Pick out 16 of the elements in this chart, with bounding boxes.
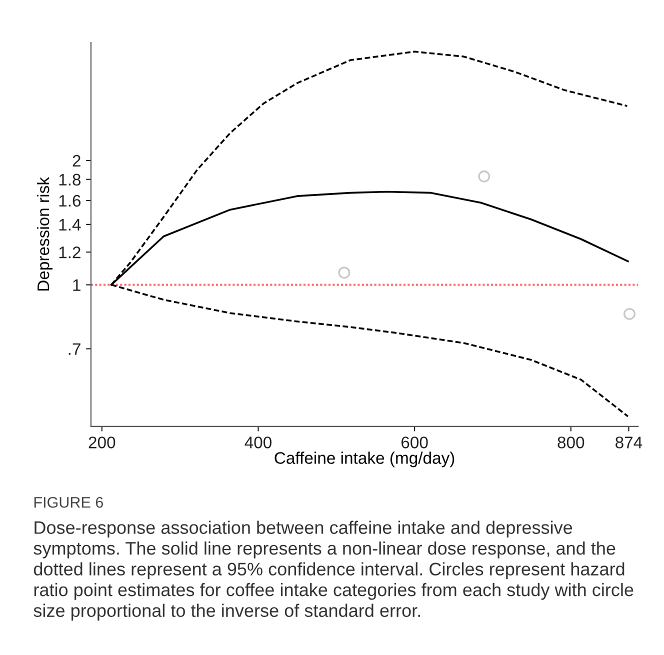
x-tick-label: 800 [558,436,584,448]
y-axis-title: Depression risk [36,177,53,291]
y-tick-label: 1 [73,279,80,291]
caption: FIGURE 6 [34,496,103,508]
y-tick-label: 1.2 [59,246,80,258]
y-tick-label: 1.8 [59,174,81,186]
x-axis-title: Caffeine intake (mg/day) [274,452,454,468]
x-tick-label: 874 [616,436,642,448]
text: Dose-response association between caffeine intake and depressive symptoms. The solid line represents a non-linear dose response, and the dotted lines represent a 95% confidence interval. Circles represent hazard ratio point estimates for coffee intake categories from each study with circle size proportional to the inverse of standard error. [34,520,634,621]
y-tick-label: 1.4 [59,219,81,230]
y-tick-label: .7 [68,343,80,355]
x-tick-label: 400 [244,436,272,448]
y-tick-label: 1.6 [59,194,81,207]
x-tick-label: 200 [88,436,116,448]
y-tick-label: 2 [72,154,80,167]
x-tick-label: 600 [402,436,428,448]
